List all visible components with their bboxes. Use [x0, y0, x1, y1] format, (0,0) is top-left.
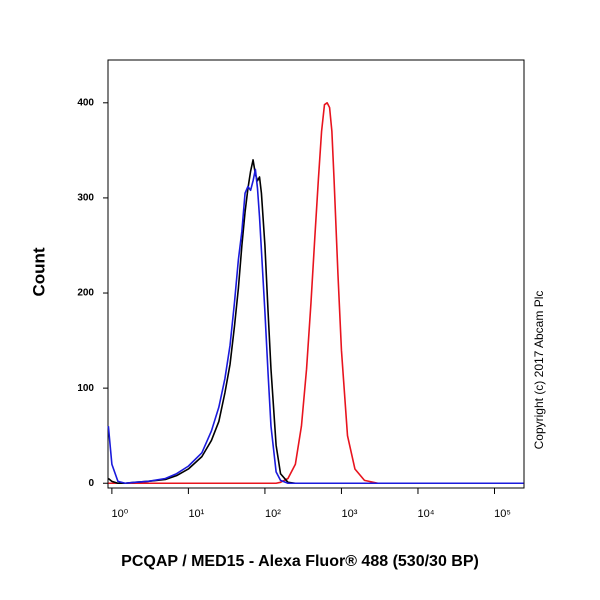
copyright: Copyright (c) 2017 Abcam Plc	[532, 291, 546, 450]
x-tick-label: 10⁰	[112, 508, 129, 520]
y-axis-label: Count	[29, 247, 48, 296]
y-tick-label: 0	[88, 478, 94, 489]
x-tick-label: 10⁴	[417, 508, 434, 520]
x-tick-label: 10⁵	[494, 508, 511, 520]
plot-frame	[107, 59, 525, 489]
x-axis-label: PCQAP / MED15 - Alexa Fluor® 488 (530/30…	[121, 553, 479, 570]
y-tick-label: 200	[77, 288, 94, 299]
histogram-line	[108, 102, 524, 485]
x-tick-label: 10³	[341, 508, 357, 520]
x-tick-label: 10²	[265, 508, 281, 520]
y-tick-label: 400	[77, 97, 94, 108]
y-tick-label: 100	[77, 383, 94, 394]
histogram-line	[107, 168, 524, 485]
x-tick-label: 10¹	[188, 508, 204, 520]
y-tick-label: 300	[77, 193, 94, 204]
